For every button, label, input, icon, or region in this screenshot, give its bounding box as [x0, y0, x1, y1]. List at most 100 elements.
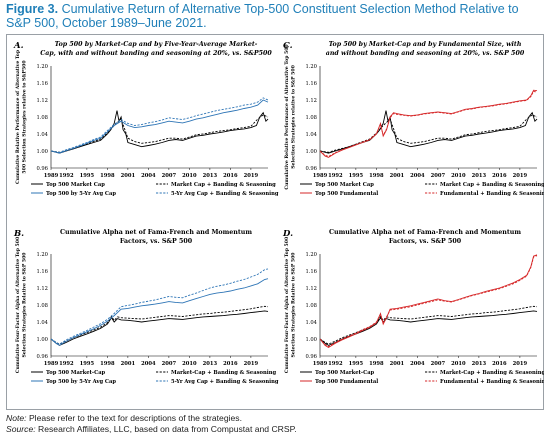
series-line-2: [50, 305, 269, 345]
figure-title-text: Cumulative Return of Alternative Top-500…: [6, 2, 519, 30]
panel-letter: A.: [13, 41, 24, 51]
series-line-1: [50, 310, 269, 346]
x-tick-label: 2004: [141, 173, 156, 179]
legend-label: Fundamental + Banding & Seasoning: [440, 379, 544, 385]
y-tick-label: 1.16: [305, 81, 317, 87]
x-tick-label: 2007: [431, 173, 446, 179]
series-line-1: [50, 110, 269, 154]
y-tick-label: 0.96: [36, 354, 48, 360]
y-tick-label: 1.00: [36, 337, 48, 343]
series-line-4: [50, 97, 269, 153]
y-axis-label-line: Cumulative Relative Performance of Alter…: [15, 49, 21, 184]
series-line-2: [319, 305, 538, 345]
note-text: Please refer to the text for description…: [28, 413, 242, 423]
x-tick-label: 1989: [44, 173, 59, 179]
x-tick-label: 2007: [431, 361, 446, 367]
x-tick-label: 1995: [349, 173, 364, 179]
legend-label: Top 500 Fundamental: [315, 379, 378, 385]
y-tick-label: 0.96: [305, 166, 317, 172]
panel-title: Factors, vs. S&P 500: [120, 238, 193, 245]
y-tick-label: 1.00: [305, 337, 317, 343]
x-tick-label: 2007: [162, 173, 177, 179]
y-axis-label-line: Cumulative Four-Factor Alpha of Alternat…: [284, 237, 290, 373]
y-tick-label: 1.00: [305, 149, 317, 155]
legend-label: 5-Yr Avg Cap + Banding & Seasoning: [171, 379, 279, 385]
x-tick-label: 1992: [328, 361, 343, 367]
y-axis-label-line: Selection Strategies relative to S&P 500: [291, 65, 297, 169]
y-tick-label: 0.96: [36, 166, 48, 172]
y-tick-label: 1.04: [305, 320, 317, 326]
x-tick-label: 2004: [141, 361, 156, 367]
y-tick-label: 1.04: [36, 320, 48, 326]
y-tick-label: 0.96: [305, 354, 317, 360]
y-tick-label: 1.08: [36, 303, 48, 309]
x-tick-label: 2004: [410, 361, 425, 367]
charts-frame: [6, 34, 544, 410]
legend-label: Top 500 Fundamental: [315, 191, 378, 197]
x-tick-label: 2010: [182, 173, 197, 179]
y-tick-label: 1.12: [36, 98, 48, 104]
x-tick-label: 2019: [244, 173, 259, 179]
y-axis-label: Cumulative Four-Factor Alpha of Alternat…: [284, 237, 297, 373]
series-line-1: [319, 310, 538, 346]
x-tick-label: 2019: [244, 361, 259, 367]
y-axis-label: Cumulative Four-Factor Alpha of Alternat…: [15, 237, 28, 373]
series-line-4: [50, 268, 269, 345]
x-tick-label: 2010: [182, 361, 197, 367]
y-axis-label: Cumulative Relative Performance of Alter…: [15, 49, 28, 184]
panel-title: and without banding and seasoning at 20%…: [326, 50, 525, 57]
figure-title: Figure 3. Cumulative Return of Alternati…: [6, 2, 546, 30]
legend-label: Top 500 Market Cap: [315, 182, 374, 188]
source-line: Source: Research Affiliates, LLC, based …: [6, 424, 297, 435]
panel-title: Top 500 by Market-Cap and by Five-Year-A…: [55, 41, 258, 48]
panel-title: Cumulative Alpha net of Fama-French and …: [329, 229, 521, 236]
panel-letter: B.: [13, 229, 24, 239]
y-axis-label: Cumulative Relative Performance of Alter…: [284, 44, 297, 189]
y-tick-label: 1.12: [305, 286, 317, 292]
y-tick-label: 1.04: [305, 132, 317, 138]
legend-label: Market-Cap + Banding & Seasoning: [440, 370, 544, 376]
y-axis-label-line: Cumulative Four-Factor Alpha of Alternat…: [15, 237, 21, 373]
y-axis-label-line: Selection Strategies Relative to S&P 500: [291, 253, 297, 358]
x-tick-label: 2019: [513, 361, 528, 367]
x-tick-label: 2013: [472, 361, 487, 367]
y-tick-label: 1.00: [36, 149, 48, 155]
x-tick-label: 1998: [100, 173, 115, 179]
x-tick-label: 2013: [203, 173, 218, 179]
y-tick-label: 1.20: [36, 64, 48, 70]
series-line-2: [50, 114, 269, 153]
note-line: Note: Please refer to the text for descr…: [6, 413, 297, 424]
y-tick-label: 1.16: [36, 269, 48, 275]
x-tick-label: 2007: [162, 361, 177, 367]
charts-grid: A. Top 500 by Market-Cap and by Five-Year…: [13, 41, 544, 385]
legend-label: Top 500 Market Cap: [46, 182, 105, 188]
x-tick-label: 1998: [369, 361, 384, 367]
x-tick-label: 2001: [121, 173, 136, 179]
x-tick-label: 1989: [313, 173, 328, 179]
panel-a: A. Top 500 by Market-Cap and by Five-Year…: [13, 41, 279, 197]
x-tick-label: 2016: [223, 361, 238, 367]
y-tick-label: 1.16: [305, 269, 317, 275]
legend-label: Fundamental + Banding & Seasoning: [440, 191, 544, 197]
x-tick-label: 2016: [492, 361, 507, 367]
y-axis-label-line: Selection Strategies Relative to S&P 500: [22, 253, 28, 358]
panel-c: C. Top 500 by Market-Cap and by Fundament…: [283, 41, 544, 197]
x-tick-label: 2016: [492, 173, 507, 179]
x-tick-label: 2001: [390, 173, 405, 179]
legend-label: Top 500 Market-Cap: [315, 370, 375, 376]
x-tick-label: 1995: [80, 173, 95, 179]
y-tick-label: 1.20: [36, 252, 48, 258]
x-tick-label: 2001: [390, 361, 405, 367]
legend-label: Market Cap + Banding & Seasoning: [440, 182, 544, 188]
y-axis-label-line: 500 Selection Strategies relative to S&P…: [22, 60, 28, 173]
y-tick-label: 1.20: [305, 252, 317, 258]
panel-d: D. Cumulative Alpha net of Fama-French an…: [282, 229, 544, 385]
y-tick-label: 1.08: [305, 303, 317, 309]
x-tick-label: 2016: [223, 173, 238, 179]
x-tick-label: 1992: [59, 361, 74, 367]
x-tick-label: 2004: [410, 173, 425, 179]
x-tick-label: 2013: [472, 173, 487, 179]
panel-letter: D.: [282, 229, 293, 239]
x-tick-label: 1992: [59, 173, 74, 179]
note-label: Note:: [6, 413, 27, 423]
